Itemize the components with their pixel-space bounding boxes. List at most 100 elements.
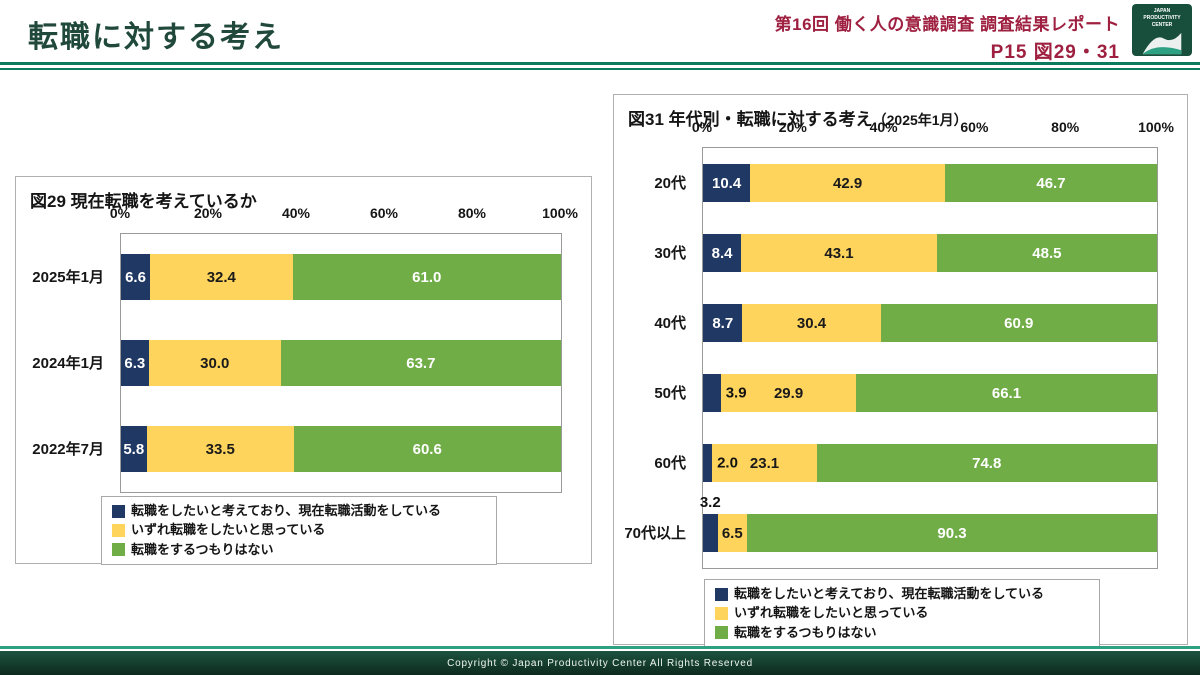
bar-segment: [703, 514, 718, 552]
bar-segment: 8.4: [703, 234, 742, 272]
bar-segment: 46.7: [944, 164, 1157, 202]
x-axis: 0% 20% 40% 60% 80% 100%: [110, 205, 578, 223]
bar-row: 3.9 29.9 66.1: [703, 358, 1157, 428]
category-label: 2022年7月: [32, 440, 104, 458]
value-label: 74.8: [972, 454, 1002, 472]
value-label: 33.5: [205, 440, 235, 458]
value-label: 66.1: [991, 384, 1022, 402]
value-label: 8.4: [711, 244, 733, 262]
bar-segment: 6.5: [717, 514, 748, 552]
bar-segment: 63.7: [280, 340, 561, 386]
category-label: 20代: [654, 174, 686, 192]
bar-segment: 6.6: [121, 254, 151, 300]
bar-segment: 90.3: [747, 514, 1157, 552]
value-label: 10.4: [712, 174, 742, 192]
bar-segment: 60.9: [880, 304, 1157, 342]
bar-segment: 48.5: [936, 234, 1157, 272]
figure29-legend: 転職をしたいと考えており、現在転職活動をしている いずれ転職をしたいと思っている転…: [101, 496, 497, 565]
bar-segment: 23.1: [712, 444, 817, 482]
axis-tick: 40%: [281, 205, 311, 221]
bar-segment: [703, 444, 713, 482]
bar-row: 6.3 30.0 63.7: [121, 320, 561, 406]
report-info: 第16回 働く人の意識調査 調査結果レポート P15 図29・31: [775, 10, 1120, 64]
x-axis: 0% 20% 40% 60% 80% 100%: [692, 119, 1174, 137]
axis-tick: 100%: [542, 205, 578, 221]
legend-label: 転職をしたいと考えており、現在転職活動をしている: [734, 586, 1045, 601]
value-label: 32.4: [206, 268, 236, 286]
bar-row: 10.4 42.9 46.7: [703, 148, 1157, 218]
plot-area: 10.4 42.9 46.7 8.4 43.1 48.5 8.7 30.4 60.9 3.9 29.…: [700, 147, 1158, 569]
legend-swatch: [715, 606, 728, 620]
bar-segment: 42.9: [750, 164, 945, 202]
category-label: 2025年1月: [32, 268, 104, 286]
value-label: 43.1: [824, 244, 854, 262]
jpc-logo-label: JAPAN PRODUCTIVITY CENTER: [1143, 8, 1181, 28]
bar-row: 5.8 33.5 60.6: [121, 406, 561, 492]
axis-tick: 0%: [109, 205, 131, 221]
page-reference: P15 図29・31: [990, 42, 1120, 63]
figure29-title: 図29 現在転職を考えているか: [30, 187, 257, 212]
footer-bar: Copyright © Japan Productivity Center Al…: [0, 651, 1200, 675]
category-label: 40代: [654, 314, 686, 332]
value-label: 5.8: [123, 440, 145, 458]
value-label: 61.0: [412, 268, 442, 286]
value-label: 42.9: [832, 174, 863, 192]
bar-segment: 66.1: [856, 374, 1157, 412]
bar-row: 3.2 6.5 90.3: [700, 494, 1157, 568]
axis-tick: 40%: [869, 119, 898, 135]
value-label: 60.6: [412, 440, 442, 458]
axis-tick: 20%: [778, 119, 807, 135]
legend-label: 転職をするつもりはない: [131, 541, 274, 557]
stacked-bar: 5.8 33.5 60.6: [121, 426, 561, 472]
axis-tick: 60%: [960, 119, 989, 135]
category-label: 70代以上: [624, 524, 686, 542]
legend-swatch: [112, 543, 125, 557]
legend-item: 転職をするつもりはない: [112, 542, 486, 558]
legend-item: いずれ転職をしたいと思っている: [112, 522, 486, 538]
category-axis: 2025年1月 2024年1月 2022年7月: [16, 233, 114, 491]
stacked-bar: 2.0 23.1 74.8: [703, 444, 1157, 482]
stacked-bar: 6.3 30.0 63.7: [121, 340, 561, 386]
value-label: 30.0: [200, 354, 230, 372]
value-label: 60.9: [1004, 314, 1034, 332]
value-label: 2.0: [717, 454, 738, 472]
axis-tick: 0%: [691, 119, 713, 135]
stacked-bar: 3.2 6.5 90.3: [700, 494, 1157, 552]
stacked-bar: 8.4 43.1 48.5: [703, 234, 1157, 272]
header-rule-bottom: [0, 68, 1200, 70]
bar-segment: 60.6: [293, 426, 561, 472]
bar-row: 2.0 23.1 74.8: [703, 428, 1157, 498]
figure31-title-text: 図31 年代別・転職に対する考え: [628, 110, 873, 129]
legend-item: 転職をするつもりはない: [715, 625, 1089, 641]
legend-swatch: [112, 523, 125, 537]
bar-segment: 61.0: [292, 254, 561, 300]
category-label: 50代: [654, 384, 686, 402]
plot-area: 6.6 32.4 61.0 6.3 30.0 63.7 5.8 33.5 60.6: [120, 233, 562, 493]
figure29-title-text: 図29 現在転職を考えているか: [30, 192, 257, 211]
header-rule-top: [0, 62, 1200, 65]
bar-segment: 10.4: [703, 164, 751, 202]
axis-tick: 80%: [1051, 119, 1080, 135]
legend-swatch: [715, 626, 728, 640]
bar-segment: 30.0: [148, 340, 281, 386]
value-label: 90.3: [937, 524, 967, 542]
report-title: 第16回 働く人の意識調査 調査結果レポート: [774, 15, 1120, 34]
category-label: 2024年1月: [32, 354, 104, 372]
bar-segment: 33.5: [146, 426, 294, 472]
axis-tick: 20%: [193, 205, 223, 221]
footer-accent-line: [0, 646, 1200, 649]
stacked-bar: 10.4 42.9 46.7: [703, 164, 1157, 202]
bar-segment: 6.3: [121, 340, 149, 386]
bar-segment: [703, 374, 721, 412]
value-label: 46.7: [1036, 174, 1066, 192]
bar-segment: 5.8: [121, 426, 147, 472]
legend-swatch: [715, 587, 728, 601]
category-label: 60代: [654, 454, 686, 472]
bar-segment: 8.7: [703, 304, 743, 342]
bar-row: 8.4 43.1 48.5: [703, 218, 1157, 288]
legend-swatch: [112, 504, 125, 518]
legend-label: 転職をするつもりはない: [734, 624, 877, 640]
axis-tick: 100%: [1138, 119, 1174, 135]
value-label: 6.3: [124, 354, 146, 372]
